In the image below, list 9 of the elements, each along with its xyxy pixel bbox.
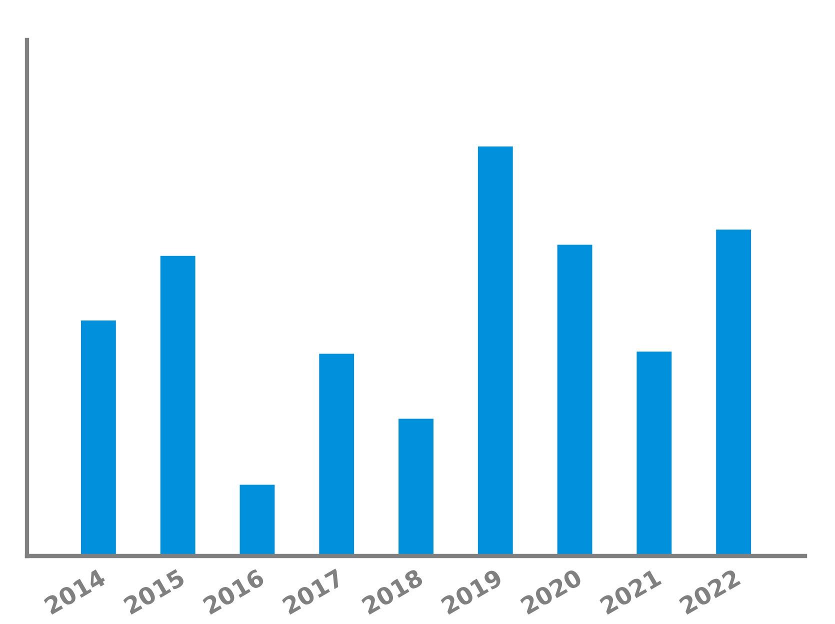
- bar: [716, 230, 752, 556]
- bar: [636, 352, 672, 556]
- bar: [80, 320, 116, 556]
- bar: [240, 484, 275, 556]
- bar: [319, 354, 354, 556]
- bar: [478, 146, 513, 556]
- bar: [398, 418, 434, 556]
- bar: [160, 256, 196, 556]
- bar: [557, 244, 592, 556]
